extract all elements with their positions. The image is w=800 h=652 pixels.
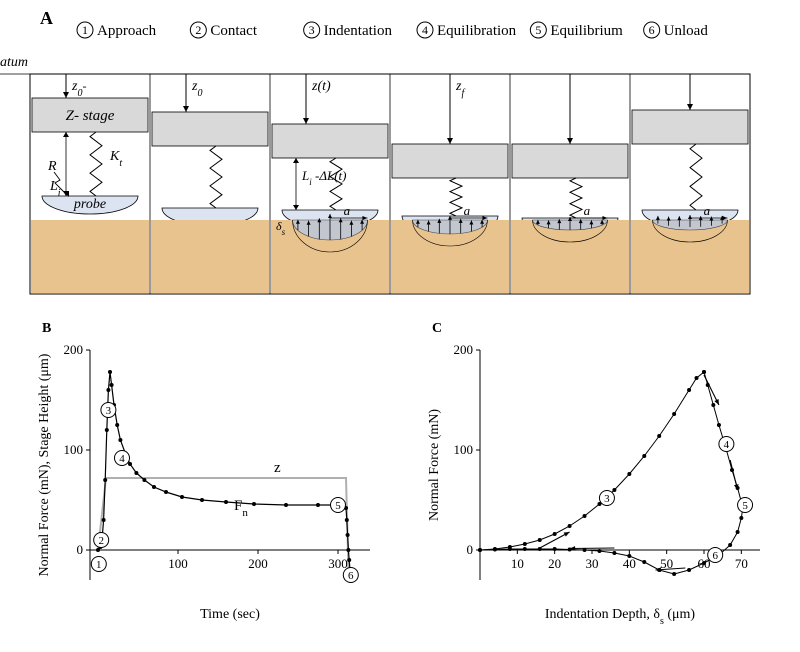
R-label: R: [47, 159, 57, 174]
spring-icon: [570, 178, 582, 218]
stage-name: Indentation: [324, 23, 393, 39]
z-stage-rect: [272, 124, 388, 158]
panel-c-yaxis-label: Normal Force (mN): [427, 409, 442, 521]
z-stage-rect: [632, 110, 748, 144]
stage-callout-num: 6: [712, 550, 718, 562]
z-label: z0: [191, 79, 202, 99]
Kt-label: Kt: [109, 149, 122, 169]
ytick-label: 0: [467, 542, 474, 557]
stage-name: Contact: [210, 23, 257, 39]
stage-callout-num: 6: [348, 570, 354, 582]
stage-callout-num: 3: [604, 493, 610, 505]
a-label: a: [344, 203, 351, 218]
panel-a-stage: z0: [150, 74, 269, 294]
stage-callout-num: 1: [96, 559, 102, 571]
panel-a-label: A: [40, 8, 53, 28]
spring-icon: [450, 178, 462, 216]
panel-b-label: B: [42, 321, 51, 336]
tissue-area: [31, 220, 149, 293]
panel-c-label: C: [432, 321, 442, 336]
stage-callout-num: 3: [106, 405, 112, 417]
panel-a-stage: a: [630, 74, 749, 294]
ytick-label: 100: [64, 442, 84, 457]
panel-b-xaxis-label: Time (sec): [200, 607, 260, 622]
panel-a-stage: z(t)aδsLi -ΔL(t): [270, 74, 389, 294]
stage-marker-num: 4: [422, 23, 428, 37]
ytick-label: 200: [454, 342, 474, 357]
z-stage-rect: [152, 112, 268, 146]
z-label: z0-: [71, 79, 86, 99]
datum-label: datum: [0, 55, 28, 70]
tissue-area: [511, 220, 629, 293]
stage-callout-num: 5: [742, 500, 748, 512]
ytick-label: 100: [454, 442, 474, 457]
stage-marker-num: 6: [649, 23, 655, 37]
stage-callout-num: 4: [724, 439, 730, 451]
stage-name: Equilibration: [437, 23, 517, 39]
z-stage-label: Z- stage: [66, 108, 115, 124]
panel-a-stage: a: [510, 74, 629, 294]
stage-callout-num: 2: [98, 535, 104, 547]
fn-label: Fn: [234, 498, 248, 519]
panel-c-xaxis-label: Indentation Depth, δs (μm): [545, 607, 696, 627]
Li-label: Li: [49, 179, 61, 199]
ytick-label: 200: [64, 342, 84, 357]
panel-a-stage: Z- stage z0- probe R Li Kt: [31, 74, 149, 293]
xtick-label: 20: [548, 556, 561, 571]
xtick-label: 30: [586, 556, 599, 571]
stage-marker-num: 3: [309, 23, 315, 37]
z-stage-rect: [512, 144, 628, 178]
a-label: a: [464, 203, 471, 218]
panel-b-yaxis-label: Normal Force (mN), Stage Height (μm): [37, 353, 52, 576]
figure-container: A 1 Approach 2 Contact 3 Indentation 4 Equilibra…: [0, 0, 800, 652]
z-label: z(t): [311, 79, 331, 94]
probe-label: probe: [73, 197, 106, 212]
stage-marker-num: 5: [535, 23, 541, 37]
xtick-label: 70: [735, 556, 748, 571]
xtick-label: 100: [168, 556, 188, 571]
figure-svg: A 1 Approach 2 Contact 3 Indentation 4 Equilibra…: [0, 0, 800, 652]
panel-a-stage: zf a: [390, 74, 509, 294]
z-stage-rect: [392, 144, 508, 178]
tissue-area: [631, 220, 749, 293]
stage-callout-num: 4: [119, 453, 125, 465]
spring-icon: [210, 146, 222, 208]
xtick-label: 200: [248, 556, 268, 571]
stage-name: Unload: [664, 23, 709, 39]
stage-marker-num: 2: [195, 23, 201, 37]
stage-name: Equilibrium: [550, 23, 623, 39]
xtick-label: 300: [328, 556, 348, 571]
stage-name: Approach: [97, 23, 157, 39]
z-line-label: z: [274, 460, 281, 476]
z-line: [98, 478, 348, 568]
stage-callout-num: 5: [335, 500, 341, 512]
xtick-label: 10: [511, 556, 524, 571]
a-label: a: [704, 203, 711, 218]
ytick-label: 0: [77, 542, 84, 557]
stage-marker-num: 1: [82, 23, 88, 37]
z-label: zf: [455, 79, 465, 99]
tissue-area: [151, 220, 269, 293]
spring-icon: [690, 144, 702, 210]
spring-icon: [330, 158, 342, 210]
spring-icon: [90, 132, 102, 196]
Li-delta-label: Li -ΔL(t): [301, 168, 346, 187]
a-label: a: [584, 203, 591, 218]
